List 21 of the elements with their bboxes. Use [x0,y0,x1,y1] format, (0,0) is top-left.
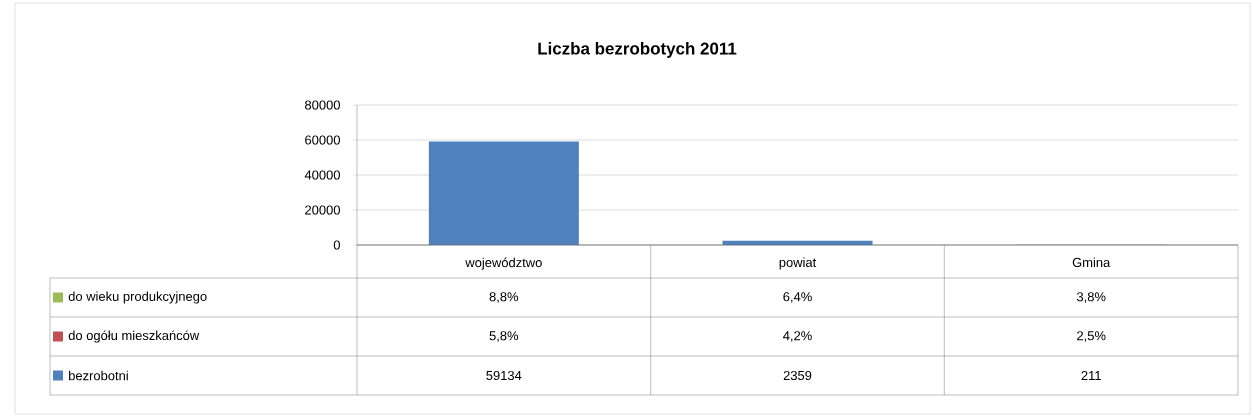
data-label: 2,5% [1077,331,1106,342]
data-label: 6,4% [783,292,812,303]
legend-label: do ogółu mieszkańców [68,330,200,343]
legend-label: bezrobotni [69,370,128,381]
x-tick-label: Gmina [1072,257,1111,268]
legend-label: do wieku produkcyjnego [68,291,207,304]
data-label: 3,8% [1076,292,1106,303]
data-label: 59134 [486,370,522,381]
y-tick-label: 80000 [305,100,340,110]
x-tick-label: województwo [465,257,542,270]
data-label: 211 [1081,370,1101,381]
data-label: 4,2% [783,331,812,342]
y-tick-label: 0 [333,240,340,250]
x-tick-label: powiat [779,257,817,270]
y-tick-label: 60000 [305,135,340,145]
y-tick-label: 20000 [305,205,340,215]
chart-title: Liczba bezrobotych 2011 [538,42,737,58]
data-label: 2359 [783,370,812,381]
data-label: 8,8% [489,292,519,303]
y-tick-label: 40000 [304,170,340,180]
data-label: 5,8% [489,331,519,342]
